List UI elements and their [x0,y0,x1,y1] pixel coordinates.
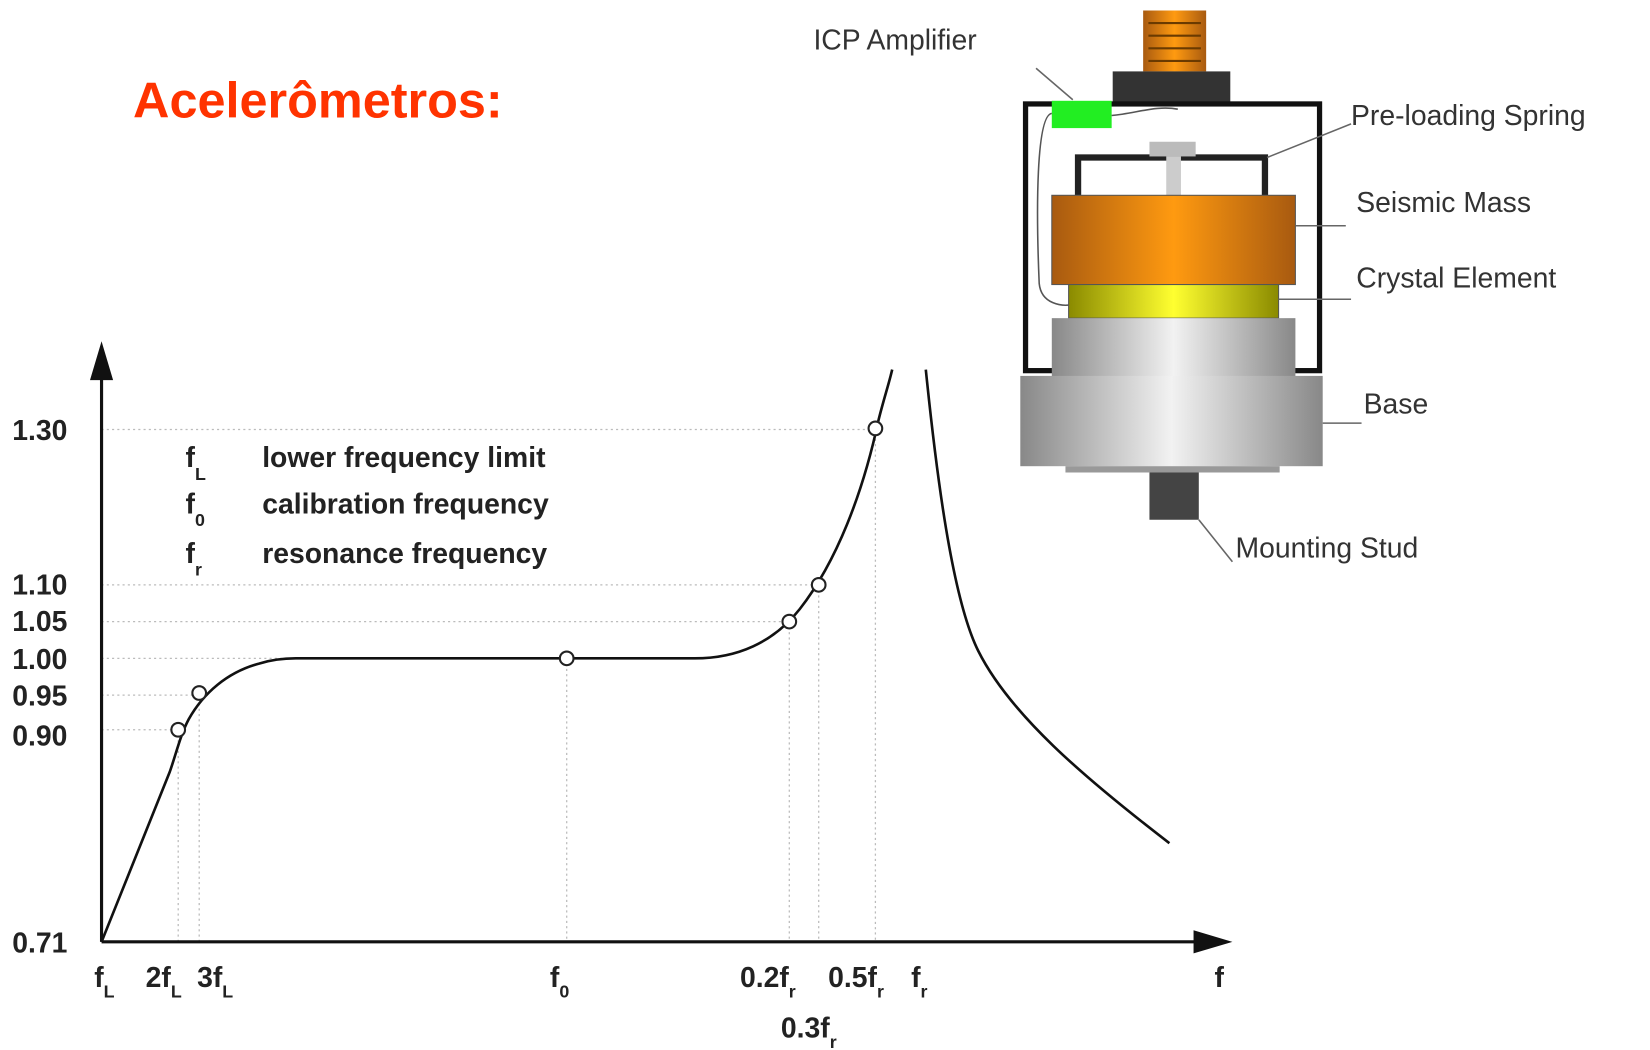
y-label: 1.30 [12,415,67,447]
diagram-label: Seismic Mass [1356,187,1531,219]
diagram-label: Base [1364,389,1429,421]
diagram-label: Crystal Element [1356,263,1556,295]
cable-thread [1148,22,1201,62]
seismic-mass [1051,194,1296,286]
legend-symbol: f0 [186,488,205,530]
response-curve-right [924,369,1171,845]
y-label: 0.90 [12,721,67,753]
diagram-label: Mounting Stud [1236,533,1419,565]
screw [1166,156,1181,197]
x-label: fL [94,962,114,1002]
legend-text: lower frequency limit [262,442,546,474]
y-label: 1.05 [12,606,67,638]
base-rim [1065,466,1280,473]
cable [1143,10,1207,72]
y-label: 1.00 [12,644,67,676]
x-label: 0.2fr [740,962,796,1002]
x-label: 0.5fr [828,962,884,1002]
x-label: fr [911,962,927,1002]
x-label: 0.3fr [781,1012,837,1050]
diagram-label: Pre-loading Spring [1351,100,1586,132]
response-curve [100,369,894,943]
amplifier [1051,100,1112,129]
connector [1112,71,1231,103]
x-label: f0 [550,962,569,1002]
legend-text: resonance frequency [262,538,547,570]
legend-text: calibration frequency [262,488,549,520]
y-label: 0.71 [12,927,67,959]
legend-symbol: fr [186,538,202,580]
x-axis-label: f [1215,962,1225,994]
x-label: 2fL [146,962,182,1002]
accelerometer-diagram: ICP Amplifier Pre-loading Spring Seismic… [813,10,1586,565]
leader-lines [1035,67,1362,563]
screw-head [1149,141,1196,157]
diagram-label: ICP Amplifier [813,24,976,56]
y-label: 0.95 [12,681,67,713]
response-graph: 1.30 1.10 1.05 1.00 0.95 0.90 0.71 fL 2f… [12,341,1233,1050]
base-upper [1051,318,1296,380]
base-lower [1020,375,1323,467]
curve-points [170,420,884,738]
stud [1149,472,1199,520]
wire [1036,107,1178,306]
crystal [1068,284,1280,319]
axes [99,362,1199,944]
legend-symbol: fL [186,442,206,484]
title: Acelerômetros: [133,72,503,129]
x-label: 3fL [197,962,233,1002]
y-label: 1.10 [12,569,67,601]
